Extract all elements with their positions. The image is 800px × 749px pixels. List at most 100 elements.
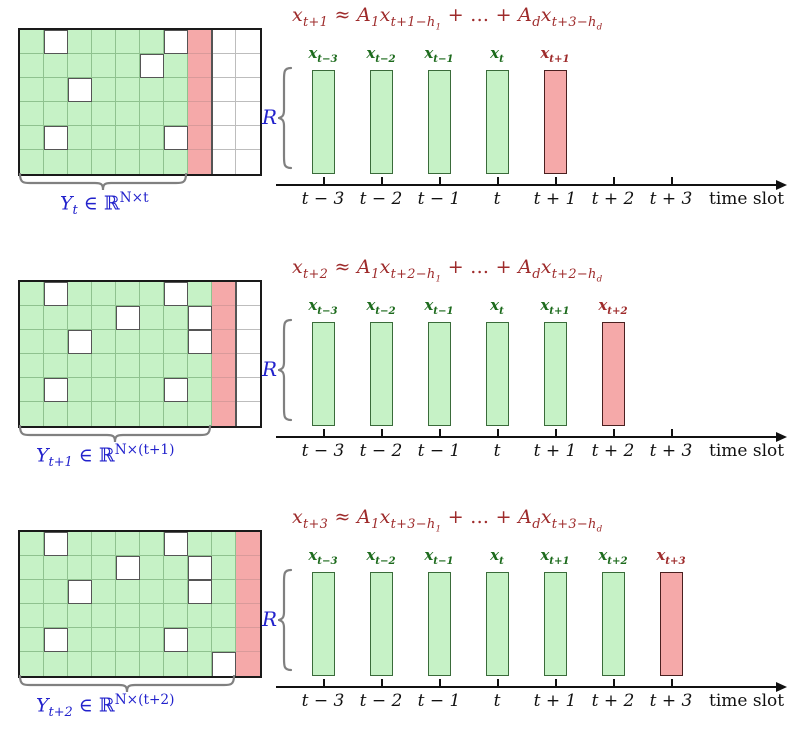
matrix-cell — [212, 556, 236, 580]
matrix-cell — [116, 378, 140, 402]
matrix-cell — [44, 102, 68, 126]
bar-label-t: xt — [490, 296, 504, 317]
rank-brace — [278, 318, 294, 422]
axis-tick-label: t + 3 — [649, 691, 693, 711]
matrix-cell — [140, 78, 164, 102]
matrix-cell — [92, 102, 116, 126]
axis-tick — [497, 429, 499, 436]
bar-chart: xt−3 xt−2 xt−1 xt xt+1 xt+2 — [296, 296, 796, 426]
matrix-cell — [188, 652, 212, 676]
matrix-cell — [116, 628, 140, 652]
matrix-cell — [236, 102, 260, 126]
matrix-cell — [212, 402, 236, 426]
matrix-cell — [116, 556, 140, 580]
axis-tick-label: t − 3 — [301, 691, 345, 711]
axis-tick — [381, 429, 383, 436]
axis-tick — [613, 429, 615, 436]
axis-tick-label: t − 1 — [417, 691, 461, 711]
axis-tick — [323, 429, 325, 436]
matrix-cell — [92, 652, 116, 676]
matrix-cell — [164, 604, 188, 628]
matrix-cell — [68, 580, 92, 604]
formula-prediction: xt+3 ≈ A1xt+3−h1 + ... + Adxt+3−hd — [292, 506, 603, 534]
matrix-cell — [68, 652, 92, 676]
matrix-cell — [116, 532, 140, 556]
matrix-cell — [140, 652, 164, 676]
matrix-column-separator — [211, 30, 213, 174]
matrix-cell — [164, 402, 188, 426]
axis-tick — [439, 177, 441, 184]
matrix-cell — [140, 102, 164, 126]
matrix-cell — [140, 330, 164, 354]
axis-tick — [439, 679, 441, 686]
matrix-cell — [92, 306, 116, 330]
bar-label-t: xt — [490, 44, 504, 65]
matrix-cell — [68, 330, 92, 354]
matrix-row — [20, 378, 260, 402]
matrix-cell — [44, 54, 68, 78]
axis-tick — [555, 177, 557, 184]
formula-term-d: Adxt+3−hd — [518, 4, 603, 33]
matrix-cell — [92, 126, 116, 150]
matrix-cell — [44, 330, 68, 354]
matrix-cell — [188, 378, 212, 402]
formula-ellipsis: + ... + — [447, 506, 519, 528]
matrix-label: Yt ∈ ℝN×t — [60, 190, 149, 219]
matrix-cell — [92, 30, 116, 54]
matrix-cell — [92, 580, 116, 604]
matrix-cell — [20, 150, 44, 174]
matrix-cell — [236, 354, 260, 378]
matrix-cell — [20, 126, 44, 150]
matrix-cell — [140, 282, 164, 306]
matrix-column-separator — [235, 282, 237, 426]
matrix-cell — [140, 378, 164, 402]
matrix-cell — [68, 628, 92, 652]
bar-x-t+2 — [601, 322, 625, 426]
matrix-cell — [140, 580, 164, 604]
bar-label-t: xt — [490, 546, 504, 567]
bar-label-t−3: xt−3 — [308, 44, 338, 65]
formula-lhs: xt+3 — [292, 506, 329, 532]
rank-label: R — [262, 607, 278, 631]
matrix-cell — [116, 402, 140, 426]
matrix-cell — [188, 628, 212, 652]
axis-line — [276, 686, 776, 688]
matrix-cell — [20, 282, 44, 306]
matrix-cell — [92, 282, 116, 306]
matrix-cell — [140, 604, 164, 628]
rank-label: R — [262, 357, 278, 381]
matrix-cell — [68, 604, 92, 628]
approx-sign: ≈ — [334, 4, 358, 26]
matrix-cell — [92, 78, 116, 102]
matrix-cell — [44, 306, 68, 330]
matrix-row — [20, 354, 260, 378]
axis-tick — [439, 429, 441, 436]
matrix-cell — [212, 102, 236, 126]
matrix-cell — [212, 354, 236, 378]
matrix-underbrace — [18, 172, 188, 192]
matrix-cell — [116, 102, 140, 126]
axis-line — [276, 436, 776, 438]
matrix-cell — [188, 150, 212, 174]
matrix-cell — [164, 580, 188, 604]
matrix-grid — [18, 280, 262, 428]
matrix-cell — [140, 150, 164, 174]
bar-label-t+1: xt+1 — [540, 296, 570, 317]
formula-term-d: Adxt+2−hd — [518, 256, 603, 285]
matrix-cell — [236, 282, 260, 306]
bar-x-t+1 — [543, 322, 567, 426]
formula-prediction: xt+1 ≈ A1xt+1−h1 + ... + Adxt+3−hd — [292, 4, 603, 32]
axis-tick — [323, 679, 325, 686]
matrix-cell — [140, 126, 164, 150]
matrix-cell — [236, 532, 260, 556]
matrix-Y-t-plus-1: Yt+1 ∈ ℝN×(t+1) — [18, 280, 262, 470]
matrix-row — [20, 102, 260, 126]
matrix-cell — [44, 556, 68, 580]
matrix-label: Yt+2 ∈ ℝN×(t+2) — [36, 692, 175, 721]
matrix-cell — [212, 30, 236, 54]
rank-brace — [278, 66, 294, 170]
matrix-cell — [212, 282, 236, 306]
matrix-cell — [164, 652, 188, 676]
matrix-cell — [44, 628, 68, 652]
matrix-cell — [140, 30, 164, 54]
